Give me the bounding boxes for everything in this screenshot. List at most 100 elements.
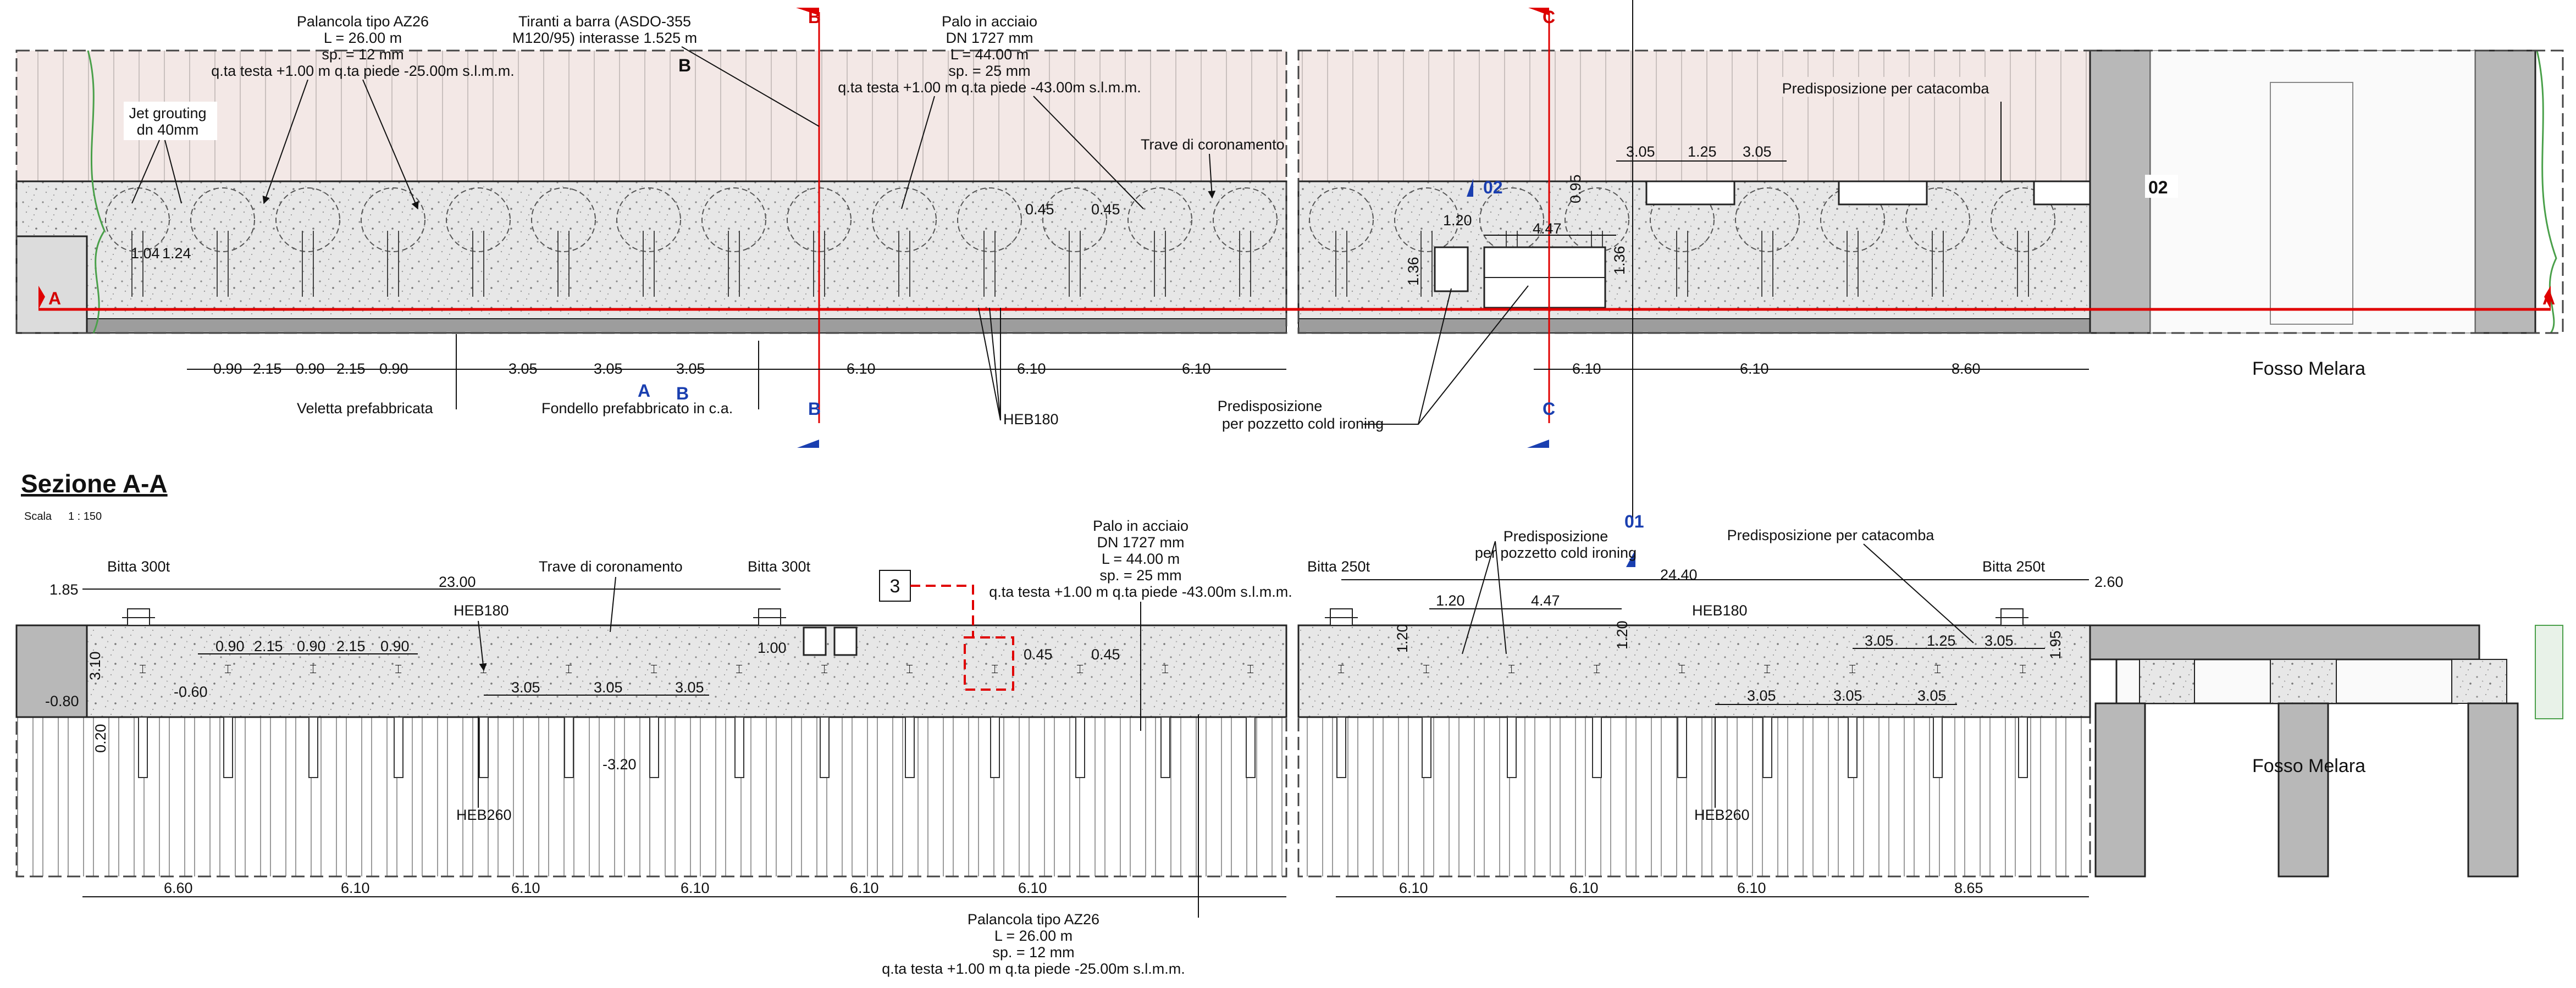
dim-b-090-2: 0.90 bbox=[296, 360, 325, 377]
scale-value: 1 : 150 bbox=[68, 510, 102, 523]
pile-circle bbox=[1479, 187, 1544, 252]
heb260-post bbox=[1336, 717, 1346, 778]
marker-02-black: 02 bbox=[2148, 177, 2168, 197]
heb180-mark: ⌶ bbox=[906, 662, 913, 676]
note-pozzetto-sec-2: per pozzetto cold ironing bbox=[1475, 545, 1637, 561]
heb260-post bbox=[394, 717, 403, 778]
note-palo-sec-3: L = 44.00 m bbox=[1102, 551, 1180, 567]
dim-136-b: 1.36 bbox=[1611, 246, 1628, 275]
heb180-mark: ⌶ bbox=[224, 662, 231, 676]
note-tiranti-1: Tiranti a barra (ASDO-355 bbox=[518, 13, 691, 30]
bitta-icon bbox=[1325, 608, 1358, 626]
section-beam-right bbox=[1297, 624, 2091, 718]
pile-circle bbox=[872, 187, 937, 252]
note-palo-5: q.ta testa +1.00 m q.ta piede -43.00m s.… bbox=[838, 79, 1141, 96]
plan-view bbox=[15, 0, 2564, 522]
heb180-mark: ⌶ bbox=[650, 662, 657, 676]
dim-s-195: 1.95 bbox=[2047, 630, 2064, 659]
dim-045-a: 0.45 bbox=[1025, 201, 1054, 218]
heb260-post bbox=[1848, 717, 1858, 778]
dim-s-090-c: 0.90 bbox=[380, 638, 410, 654]
plan-catacomba-3 bbox=[2033, 180, 2091, 206]
heb180-mark: ⌶ bbox=[1247, 662, 1254, 676]
dim-b-610-a: 6.10 bbox=[341, 880, 370, 896]
note-bitta300-a: Bitta 300t bbox=[107, 558, 170, 575]
marker-b-blue-2: B bbox=[808, 399, 821, 419]
note-catacomba-sec: Predisposizione per catacomba bbox=[1727, 527, 1935, 543]
heb180-mark: ⌶ bbox=[2019, 662, 2026, 676]
heb180-mark: ⌶ bbox=[1934, 662, 1941, 676]
dim-s-r125: 1.25 bbox=[1927, 632, 1956, 649]
dim-b-305-3: 3.05 bbox=[676, 360, 705, 377]
note-palo-sec-1: Palo in acciaio bbox=[1093, 518, 1189, 534]
note-pozzetto-sec-1: Predisposizione bbox=[1503, 528, 1608, 545]
dim-b-610-d: 6.10 bbox=[850, 880, 879, 896]
marker-01-blue: 01 bbox=[1624, 512, 1644, 531]
dim-095: 0.95 bbox=[1567, 174, 1584, 203]
dim-185: 1.85 bbox=[49, 581, 79, 598]
dim-r-610-2: 6.10 bbox=[1740, 360, 1769, 377]
heb180-mark: ⌶ bbox=[1764, 662, 1771, 676]
detail-3-label: 3 bbox=[890, 576, 900, 597]
note-veletta: Veletta prefabbricata bbox=[297, 400, 434, 417]
section-piles-right bbox=[1298, 717, 2090, 876]
dim-b-610-e: 6.10 bbox=[1018, 880, 1047, 896]
dim-m080: -0.80 bbox=[45, 693, 79, 709]
dim-s-v120-b: 1.20 bbox=[1614, 620, 1630, 650]
heb260-post bbox=[479, 717, 489, 778]
note-palancola-sec-3: sp. = 12 mm bbox=[992, 944, 1074, 961]
heb260-post bbox=[1933, 717, 1943, 778]
note-palancola-3: sp. = 12 mm bbox=[322, 46, 403, 63]
plan-pit-small bbox=[1434, 246, 1469, 292]
note-bitta300-b: Bitta 300t bbox=[748, 558, 811, 575]
plan-wall-a bbox=[2089, 49, 2152, 334]
heb260-post bbox=[564, 717, 574, 778]
dim-b-305-1: 3.05 bbox=[508, 360, 538, 377]
dim-b-610-f: 6.10 bbox=[1399, 880, 1428, 896]
heb180-mark: ⌶ bbox=[1678, 662, 1685, 676]
pile-circle bbox=[275, 187, 340, 252]
pile-circle bbox=[531, 187, 596, 252]
heb260-post bbox=[2018, 717, 2028, 778]
section-heb-right: ⌶ ⌶ ⌶ ⌶ ⌶ ⌶ ⌶ ⌶ ⌶ bbox=[1336, 662, 2028, 778]
heb180-mark: ⌶ bbox=[1337, 662, 1345, 676]
dim-447-plan: 4.47 bbox=[1533, 220, 1562, 237]
section-title: Sezione A-A bbox=[21, 469, 168, 498]
pile-circle bbox=[1735, 187, 1800, 252]
section-heb-left: ⌶ ⌶ ⌶ ⌶ ⌶ ⌶ ⌶ ⌶ ⌶ ⌶ ⌶ ⌶ ⌶ ⌶ bbox=[138, 662, 1256, 778]
dim-120-plan: 1.20 bbox=[1443, 212, 1472, 229]
scale-label: Scala bbox=[24, 510, 52, 523]
note-palo-1: Palo in acciaio bbox=[942, 13, 1037, 30]
heb180-mark: ⌶ bbox=[139, 662, 146, 676]
dim-m320: -3.20 bbox=[602, 756, 637, 773]
dim-045-b: 0.45 bbox=[1091, 201, 1120, 218]
dim-260: 2.60 bbox=[2094, 574, 2124, 590]
note-palancola-sec-2: L = 26.00 m bbox=[994, 928, 1073, 944]
heb180-mark: ⌶ bbox=[991, 662, 998, 676]
heb260-post bbox=[1677, 717, 1687, 778]
detail-3-label-box bbox=[879, 570, 911, 602]
dim-s-090-b: 0.90 bbox=[297, 638, 326, 654]
dim-s-305-c: 3.05 bbox=[675, 679, 704, 696]
note-fosso-section: Fosso Melara bbox=[2252, 756, 2365, 776]
heb260-post bbox=[1246, 717, 1256, 778]
dim-b-660: 6.60 bbox=[164, 880, 193, 896]
note-palancola-2: L = 26.00 m bbox=[324, 30, 402, 46]
note-palancola-sec-1: Palancola tipo AZ26 bbox=[968, 911, 1099, 928]
plan-backfill-right bbox=[1298, 51, 2090, 181]
note-palo-sec-4: sp. = 25 mm bbox=[1099, 567, 1181, 584]
note-pozzetto-plan-1: Predisposizione bbox=[1218, 398, 1323, 414]
dim-2300: 23.00 bbox=[439, 574, 476, 590]
dim-s-v120-a: 1.20 bbox=[1394, 624, 1411, 653]
section-view: ⌶ ⌶ ⌶ ⌶ ⌶ ⌶ ⌶ ⌶ ⌶ ⌶ ⌶ ⌶ ⌶ ⌶ ⌶ ⌶ ⌶ ⌶ ⌶ ⌶ ⌶ ⌶ ⌶ 3 bbox=[15, 570, 2563, 897]
dim-b-215-2: 2.15 bbox=[336, 360, 366, 377]
note-fondello: Fondello prefabbricato in c.a. bbox=[541, 400, 733, 417]
pile-circle bbox=[1565, 187, 1629, 252]
dim-124: 1.24 bbox=[162, 245, 191, 262]
pile-circle bbox=[361, 187, 425, 252]
heb180-mark: ⌶ bbox=[1076, 662, 1084, 676]
heb260-post bbox=[905, 717, 915, 778]
heb260-post bbox=[820, 717, 830, 778]
heb260-post bbox=[734, 717, 744, 778]
